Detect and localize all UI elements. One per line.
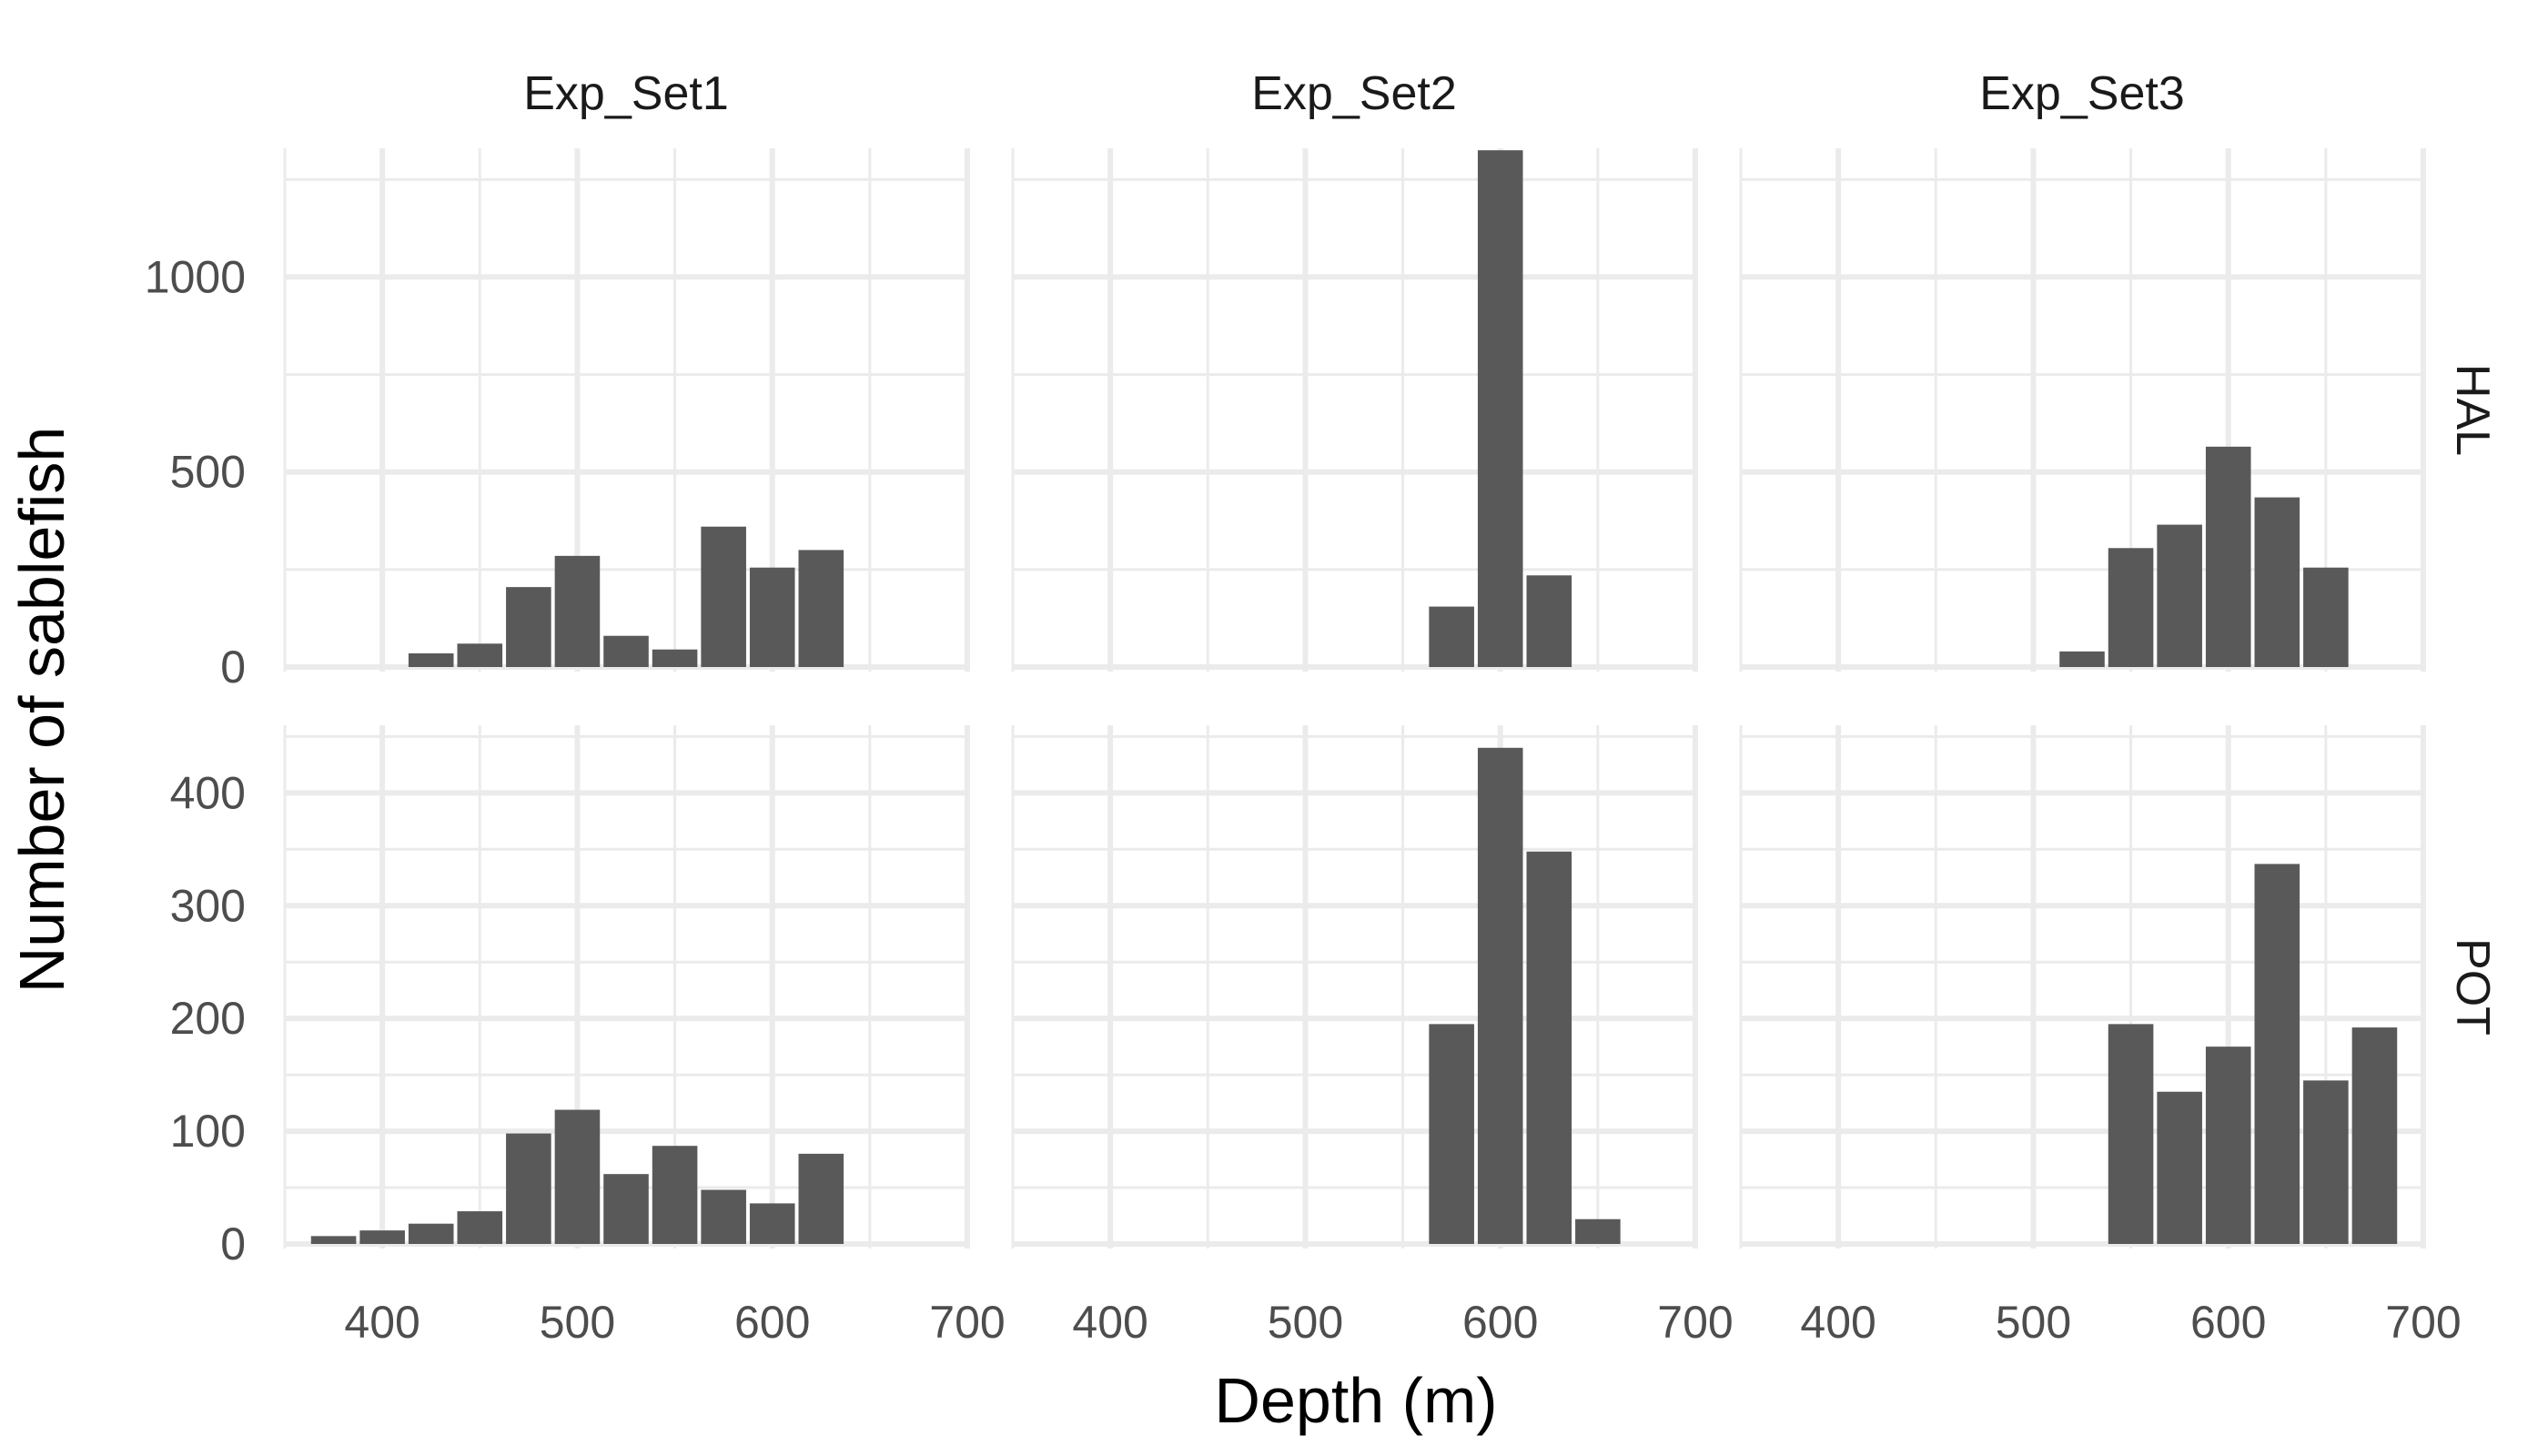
histogram-bar xyxy=(1575,1218,1621,1244)
histogram-bar xyxy=(310,1236,357,1244)
labels-layer: 0 500 1000 HAL 0 100 200 300 400 POT Exp_Set1 Exp_S… xyxy=(145,67,2499,1348)
histogram-bar xyxy=(2205,1046,2251,1244)
x-tick-label: 600 xyxy=(2190,1297,2266,1348)
x-axis-title: Depth (m) xyxy=(1214,1365,1497,1436)
y-tick-label: 200 xyxy=(170,993,246,1044)
histogram-bar xyxy=(2351,1027,2398,1244)
panel-pot-exp-set3 xyxy=(1739,725,2426,1249)
histogram-bar xyxy=(652,649,698,667)
histogram-bar xyxy=(554,555,601,667)
panel-pot-exp-set1 xyxy=(283,725,970,1249)
y-tick-label: 0 xyxy=(220,1218,246,1269)
histogram-bar xyxy=(1429,606,1474,667)
histogram-bar xyxy=(1477,747,1523,1244)
histogram-bar xyxy=(1477,150,1523,668)
histogram-bar xyxy=(2254,497,2300,667)
row-strip-label: POT xyxy=(2446,938,2499,1036)
x-tick-label: 700 xyxy=(929,1297,1005,1348)
histogram-bar xyxy=(749,567,795,667)
histogram-bar xyxy=(701,526,746,667)
histogram-bar xyxy=(2108,1024,2154,1244)
row-strip-label: HAL xyxy=(2446,364,2499,456)
histogram-bar xyxy=(652,1146,698,1244)
histogram-bar xyxy=(408,653,454,667)
x-tick-label: 400 xyxy=(1072,1297,1148,1348)
histogram-bar xyxy=(2157,524,2202,667)
x-tick-label: 500 xyxy=(540,1297,615,1348)
histogram-bar xyxy=(2157,1091,2202,1244)
panel-pot-exp-set2 xyxy=(1011,725,1698,1249)
panel-hal-exp-set1 xyxy=(283,148,970,672)
histogram-bar xyxy=(2108,548,2154,667)
histogram-bar xyxy=(1429,1024,1474,1244)
histogram-bar xyxy=(457,1211,503,1244)
y-tick-label: 1000 xyxy=(145,251,246,302)
x-tick-label: 700 xyxy=(2385,1297,2461,1348)
histogram-bar xyxy=(2205,446,2251,667)
histogram-bar xyxy=(1526,575,1572,667)
histogram-bar xyxy=(603,1174,649,1244)
panel-hal-exp-set3 xyxy=(1739,148,2426,672)
x-tick-label: 700 xyxy=(1657,1297,1733,1348)
histogram-bar xyxy=(749,1203,795,1244)
panels-layer xyxy=(283,148,2426,1249)
y-tick-label: 400 xyxy=(170,767,246,818)
histogram-bar xyxy=(2303,1080,2349,1244)
x-tick-label: 600 xyxy=(734,1297,810,1348)
x-tick-label: 500 xyxy=(1996,1297,2071,1348)
x-tick-label: 600 xyxy=(1462,1297,1538,1348)
column-strip-label: Exp_Set2 xyxy=(1251,67,1457,120)
histogram-bar xyxy=(506,1133,551,1244)
histogram-bar xyxy=(798,1153,844,1244)
y-tick-label: 500 xyxy=(170,447,246,498)
histogram-bar xyxy=(1526,851,1572,1244)
x-tick-label: 400 xyxy=(1800,1297,1876,1348)
histogram-bar xyxy=(457,643,503,667)
panel-hal-exp-set2 xyxy=(1011,148,1698,672)
histogram-bar xyxy=(701,1189,746,1244)
column-strip-label: Exp_Set1 xyxy=(523,67,729,120)
histogram-bar xyxy=(408,1223,454,1244)
y-axis-title: Number of sablefish xyxy=(6,427,77,994)
histogram-bar xyxy=(506,587,551,667)
x-tick-label: 400 xyxy=(344,1297,420,1348)
y-tick-label: 0 xyxy=(220,642,246,693)
histogram-bar xyxy=(798,550,844,667)
histogram-bar xyxy=(2303,567,2349,667)
y-tick-label: 300 xyxy=(170,880,246,931)
histogram-bar xyxy=(2254,864,2300,1244)
histogram-bar xyxy=(603,635,649,667)
x-tick-label: 500 xyxy=(1268,1297,1343,1348)
y-tick-label: 100 xyxy=(170,1106,246,1157)
histogram-bar xyxy=(554,1109,601,1244)
column-strip-label: Exp_Set3 xyxy=(1979,67,2185,120)
histogram-bar xyxy=(2059,651,2105,667)
histogram-bar xyxy=(359,1230,405,1244)
